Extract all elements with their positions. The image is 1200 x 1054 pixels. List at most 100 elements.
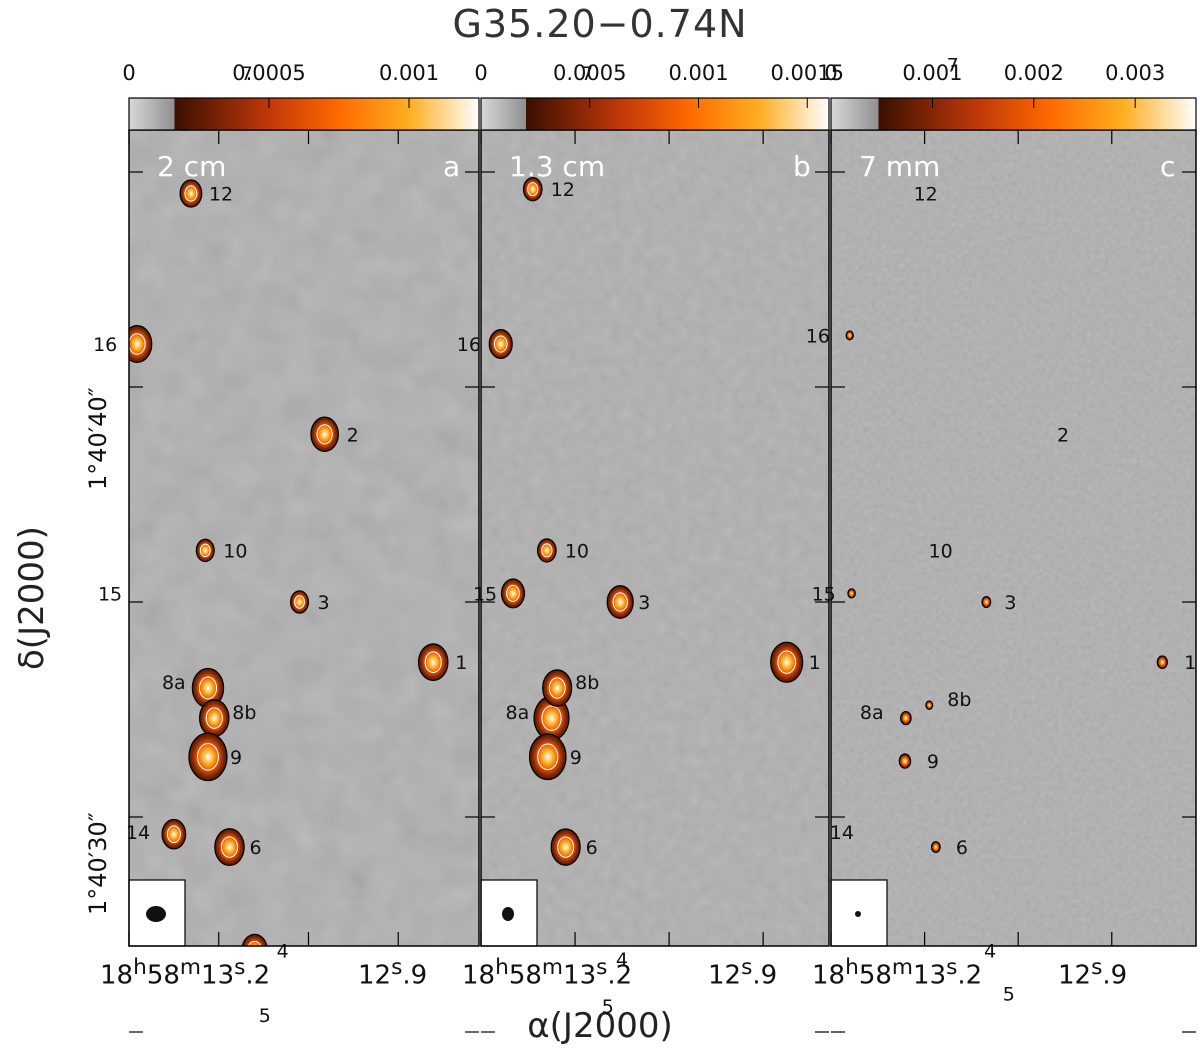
source-blob: [417, 643, 449, 682]
source-blob: [550, 828, 581, 866]
colorbar: [830, 97, 1197, 131]
source-blob: [606, 585, 634, 619]
source-contour: [548, 677, 566, 699]
map-noise: [481, 130, 829, 946]
ra-tick-right-a: 12s.9: [358, 955, 428, 991]
source-contour: [316, 424, 333, 445]
source-label: 7: [241, 63, 253, 85]
source-label: 1: [809, 652, 821, 674]
map-sources: [129, 54, 449, 1034]
source-contour: [184, 185, 198, 202]
source-contour: [220, 836, 239, 858]
source-label: 3: [638, 592, 650, 614]
map-noise: [129, 130, 479, 946]
source-label: 8a: [506, 702, 530, 724]
panel-a: 713121621031518a8b914645112 cma00.00050.…: [93, 54, 480, 1034]
source-contour: [506, 584, 520, 602]
source-label: 4: [277, 940, 289, 962]
panel-c: 7131615318a8b96541221014117 mmc00.0010.0…: [806, 55, 1197, 1033]
source-contour: [777, 650, 796, 674]
source-label: 10: [223, 540, 247, 562]
source-contour: [199, 543, 211, 558]
source-label: 12: [914, 184, 938, 206]
beam-ellipse: [146, 906, 166, 922]
panel-letter: c: [1160, 150, 1175, 183]
colorbar-tick-label: 0.001: [379, 61, 439, 85]
band-label: 7 mm: [859, 150, 940, 183]
ra-tick-left-a: 18h58m13s.2: [100, 955, 271, 991]
source-label: 15: [473, 583, 497, 605]
colorbar-tick-label: 0.002: [1004, 61, 1064, 85]
beam-ellipse: [855, 911, 861, 917]
colorbar-tick-label: 0: [122, 61, 135, 85]
source-label: 9: [570, 747, 582, 769]
source-blob: [981, 595, 992, 609]
source-label: 16: [806, 325, 830, 347]
source-contour: [205, 707, 223, 729]
source-label: 9: [927, 751, 939, 773]
source-blob: [1156, 655, 1168, 670]
source-label: 12: [209, 184, 233, 206]
source-blob: [770, 641, 804, 683]
source-contour: [588, 952, 599, 966]
source-contour: [198, 676, 218, 700]
source-label: 8a: [162, 672, 186, 694]
source-blob: [536, 538, 557, 563]
source-blob: [488, 329, 513, 359]
band-label: 1.3 cm: [509, 150, 605, 183]
source-label: 6: [250, 837, 262, 859]
source-blob: [522, 177, 543, 202]
source-label: 8b: [575, 672, 599, 694]
source-blob: [198, 699, 230, 738]
source-contour: [541, 543, 553, 558]
beam-ellipse: [502, 907, 514, 921]
panel-letter: b: [793, 150, 811, 183]
colorbar-tick-label: 0.001: [902, 61, 962, 85]
colorbar-tick-label: 0.0005: [553, 61, 626, 85]
source-blob: [542, 669, 573, 707]
source-blob: [898, 753, 912, 769]
source-blob: [977, 989, 984, 998]
source-label: 16: [457, 334, 481, 356]
source-blob: [203, 54, 234, 93]
source-contour: [247, 940, 262, 946]
source-label: 2: [1057, 424, 1069, 446]
source-blob: [847, 588, 856, 599]
source-label: 7: [581, 63, 593, 85]
source-label: 9: [230, 747, 242, 769]
source-contour: [557, 836, 575, 858]
source-contour: [294, 595, 305, 609]
source-label: 1: [1184, 652, 1196, 674]
source-label: 14: [126, 822, 150, 844]
source-blob: [188, 732, 228, 782]
ra-tick-left-b: 18h58m13s.2: [462, 955, 633, 991]
source-contour: [527, 182, 539, 197]
colorbar-tick-label: 0.001: [668, 61, 728, 85]
source-blob: [930, 841, 941, 854]
map-sources: [845, 330, 1168, 998]
source-label: 6: [586, 837, 598, 859]
source-label: 5: [259, 1005, 271, 1027]
source-contour: [228, 1004, 245, 1026]
map-noise: [831, 130, 1196, 946]
source-blob: [566, 989, 594, 1023]
source-label: 15: [812, 583, 836, 605]
source-label: 4: [984, 940, 996, 962]
colorbar-tick-label: 0: [474, 61, 487, 85]
source-blob: [129, 325, 153, 363]
source-blob: [500, 578, 526, 609]
source-blob: [528, 733, 567, 781]
figure-title: G35.20−0.74N: [452, 2, 748, 46]
source-blob: [179, 179, 203, 208]
source-blob: [214, 828, 245, 867]
source-label: 10: [565, 540, 589, 562]
source-blob: [221, 995, 252, 1034]
source-contour: [612, 592, 628, 612]
ra-tick-right-c: 12s.9: [1058, 955, 1128, 991]
source-label: 5: [1003, 983, 1015, 1005]
source-label: 3: [1004, 592, 1016, 614]
source-contour: [572, 997, 587, 1016]
source-blob: [925, 700, 934, 710]
source-label: 15: [98, 583, 122, 605]
